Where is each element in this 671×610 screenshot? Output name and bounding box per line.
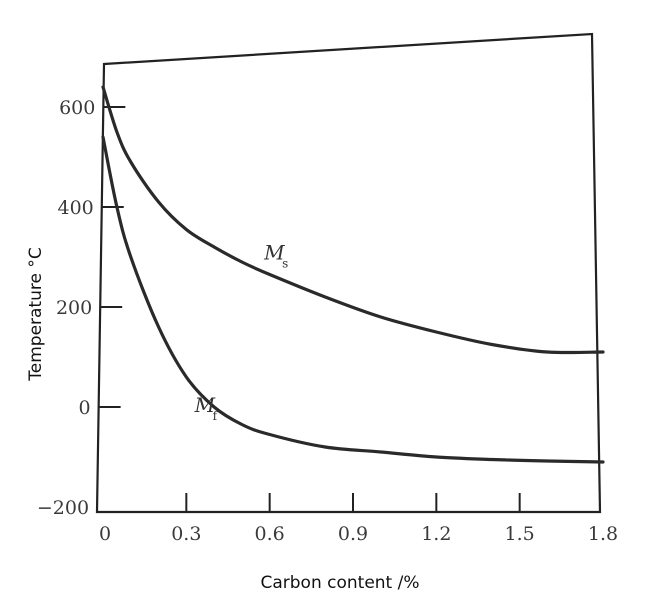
x-tick-label: 0.9	[338, 523, 368, 545]
plot-frame	[95, 32, 602, 514]
y-tick-label: 0	[79, 397, 91, 419]
x-tick-label: 0	[99, 523, 111, 545]
x-tick-label: 1.8	[588, 523, 618, 545]
series-label-subscript: s	[282, 257, 288, 271]
series-line-ms	[101, 85, 605, 355]
series-curves	[101, 85, 605, 464]
x-axis-ticks: 0 0.3 0.6 0.9 1.2 1.5 1.8	[99, 493, 618, 545]
y-axis-label: Temperature °C	[26, 247, 46, 381]
x-axis-label: Carbon content /%	[260, 573, 419, 593]
series-label-ms: M	[263, 241, 285, 265]
y-tick-label: 400	[58, 197, 94, 219]
x-tick-label: 1.2	[421, 523, 451, 545]
series-label-subscript: f	[213, 409, 219, 423]
x-tick-label: 0.6	[255, 523, 285, 545]
series-label-mf: M	[194, 393, 216, 417]
series-line-mf	[101, 135, 605, 464]
y-tick-label: 600	[59, 97, 95, 119]
x-tick-label: 1.5	[505, 523, 535, 545]
y-tick-label: −200	[37, 497, 89, 519]
x-tick-label: 0.3	[171, 523, 201, 545]
y-tick-label: 200	[56, 297, 92, 319]
y-axis-ticks: −200 0 200 400 600	[37, 97, 126, 519]
